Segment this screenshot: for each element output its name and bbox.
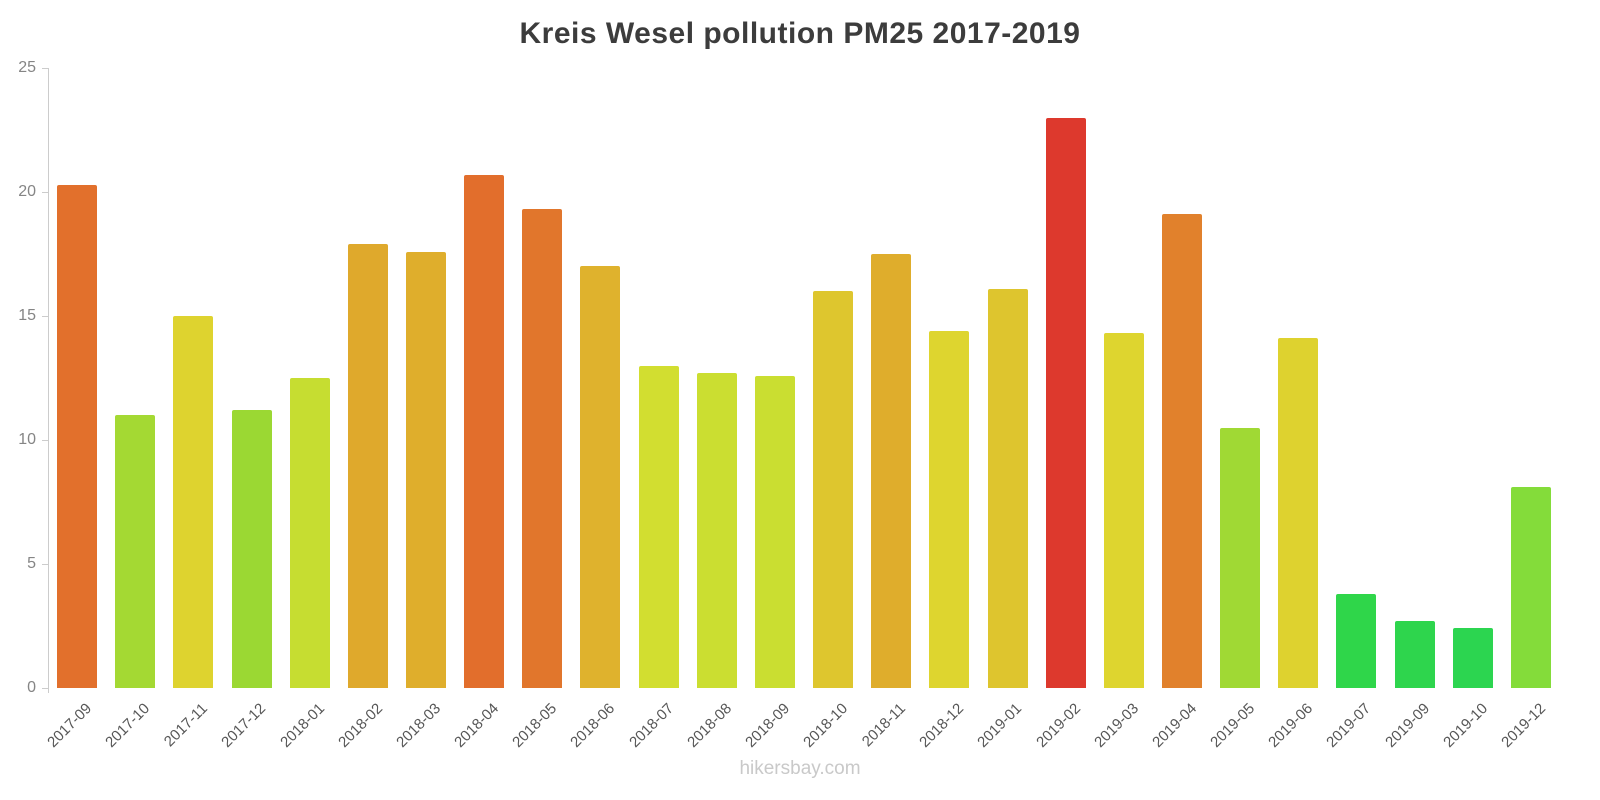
x-tick-label: 2018-11: [859, 700, 910, 751]
x-tick-label: 2019-09: [1381, 700, 1433, 751]
bar-2019-05: [1220, 427, 1261, 688]
bar-2017-10: [115, 415, 156, 688]
x-tick-label: 2018-08: [683, 700, 735, 751]
y-axis-tick: [42, 316, 48, 317]
x-tick-label: 2018-02: [334, 700, 386, 751]
bar-2019-02: [1045, 117, 1086, 688]
x-tick-label: 2019-03: [1090, 700, 1142, 751]
bar-2018-05: [522, 209, 563, 688]
y-tick-label: 15: [18, 307, 36, 324]
bar-2018-10: [813, 291, 854, 688]
x-tick-label: 2018-10: [800, 700, 852, 751]
bar-2018-12: [929, 330, 970, 688]
bar-2018-06: [580, 266, 621, 688]
chart-title: Kreis Wesel pollution PM25 2017-2019: [519, 17, 1081, 50]
x-tick-label: 2019-05: [1207, 700, 1259, 751]
bar-2018-04: [464, 174, 505, 688]
x-tick-label: 2018-05: [509, 700, 561, 751]
x-tick-label: 2019-04: [1149, 700, 1201, 751]
y-tick-label: 0: [27, 679, 36, 696]
x-tick-label: 2018-01: [276, 700, 328, 751]
x-tick-label: 2018-06: [567, 700, 619, 751]
y-axis-tick: [42, 688, 48, 689]
x-tick-label: 2019-10: [1439, 700, 1491, 751]
x-tick-label: 2017-11: [161, 700, 212, 751]
x-tick-label: 2019-01: [974, 700, 1026, 751]
y-axis-tick: [42, 440, 48, 441]
bar-2019-04: [1162, 214, 1202, 688]
watermark-hikersbay: hikersbay.com: [739, 758, 861, 779]
bar-2019-03: [1103, 333, 1144, 688]
bar-2019-10: [1452, 628, 1493, 688]
bar-2018-07: [638, 365, 679, 688]
bar-2019-07: [1336, 593, 1377, 688]
x-tick-label: 2018-09: [742, 700, 793, 751]
x-tick-label: 2017-12: [218, 700, 270, 751]
bar-2018-01: [289, 378, 330, 688]
x-tick-label: 2019-12: [1498, 700, 1549, 751]
bar-2018-11: [871, 254, 912, 688]
x-tick-label: 2018-07: [625, 700, 677, 751]
y-axis-line: [48, 68, 49, 693]
y-tick-label: 10: [18, 431, 36, 448]
bar-2019-06: [1278, 338, 1319, 688]
y-axis-tick: [42, 564, 48, 565]
x-tick-label: 2019-06: [1265, 700, 1317, 751]
bar-2019-01: [987, 288, 1028, 688]
bar-2019-12: [1510, 487, 1551, 688]
bar-2018-09: [754, 375, 795, 688]
bar-2018-02: [347, 244, 388, 688]
x-tick-label: 2017-09: [44, 700, 96, 751]
bar-2019-09: [1394, 621, 1435, 688]
bar-2018-08: [696, 373, 737, 688]
bar-2017-11: [173, 316, 214, 688]
y-tick-label: 20: [18, 183, 36, 200]
y-axis-tick: [42, 68, 48, 69]
x-tick-label: 2017-10: [102, 700, 154, 751]
x-tick-label: 2019-02: [1032, 700, 1084, 751]
y-tick-label: 25: [18, 59, 36, 76]
x-tick-label: 2018-04: [451, 700, 503, 751]
y-tick-label: 5: [27, 555, 36, 572]
bar-2017-12: [231, 410, 272, 688]
x-tick-label: 2018-03: [393, 700, 445, 751]
x-tick-label: 2019-07: [1323, 700, 1375, 751]
x-tick-label: 2018-12: [916, 700, 968, 751]
bar-2018-03: [406, 251, 446, 688]
bar-2017-09: [57, 184, 98, 688]
y-axis-tick: [42, 192, 48, 193]
